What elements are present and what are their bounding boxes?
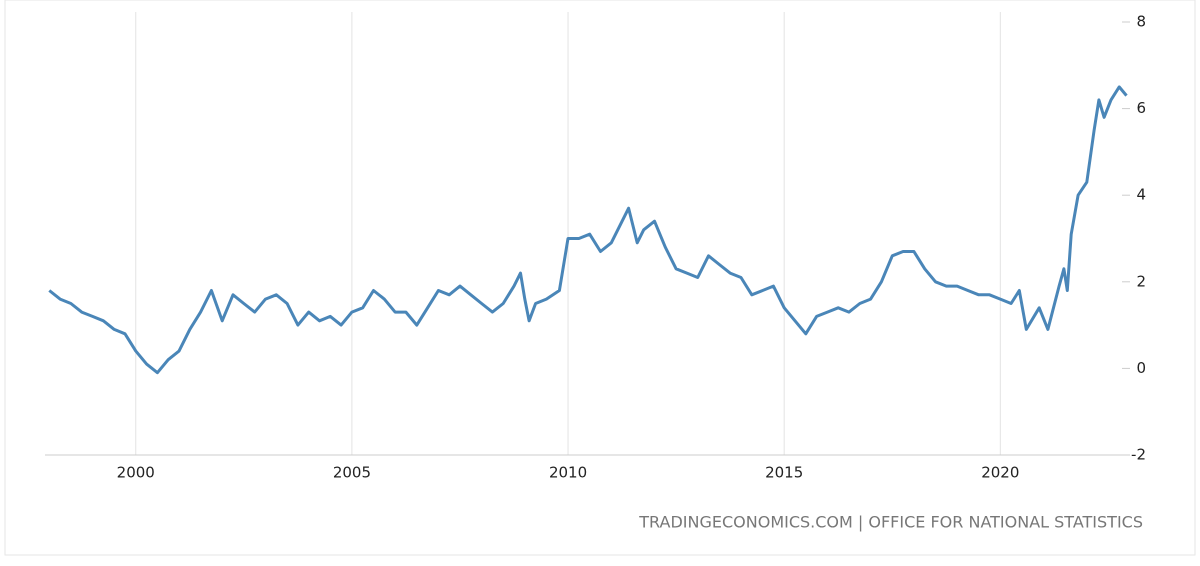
x-tick-label: 2000 — [117, 464, 155, 482]
y-tick-label: 2 — [1136, 272, 1146, 290]
chart-frame — [4, 0, 1196, 556]
y-tick-label: 0 — [1136, 359, 1146, 377]
x-tick-label: 2020 — [981, 464, 1019, 482]
source: TRADINGECONOMICS.COM | OFFICE FOR NATION… — [638, 513, 1143, 532]
y-tick-label: 8 — [1136, 13, 1146, 31]
y-tick-label: 4 — [1136, 186, 1146, 204]
x-tick-label: 2015 — [765, 464, 803, 482]
x-tick-label: 2005 — [333, 464, 371, 482]
x-tick-label: 2010 — [549, 464, 587, 482]
y-tick-label: -2 — [1131, 446, 1146, 464]
line — [48, 85, 1128, 375]
y-tick-label: 6 — [1136, 99, 1146, 117]
